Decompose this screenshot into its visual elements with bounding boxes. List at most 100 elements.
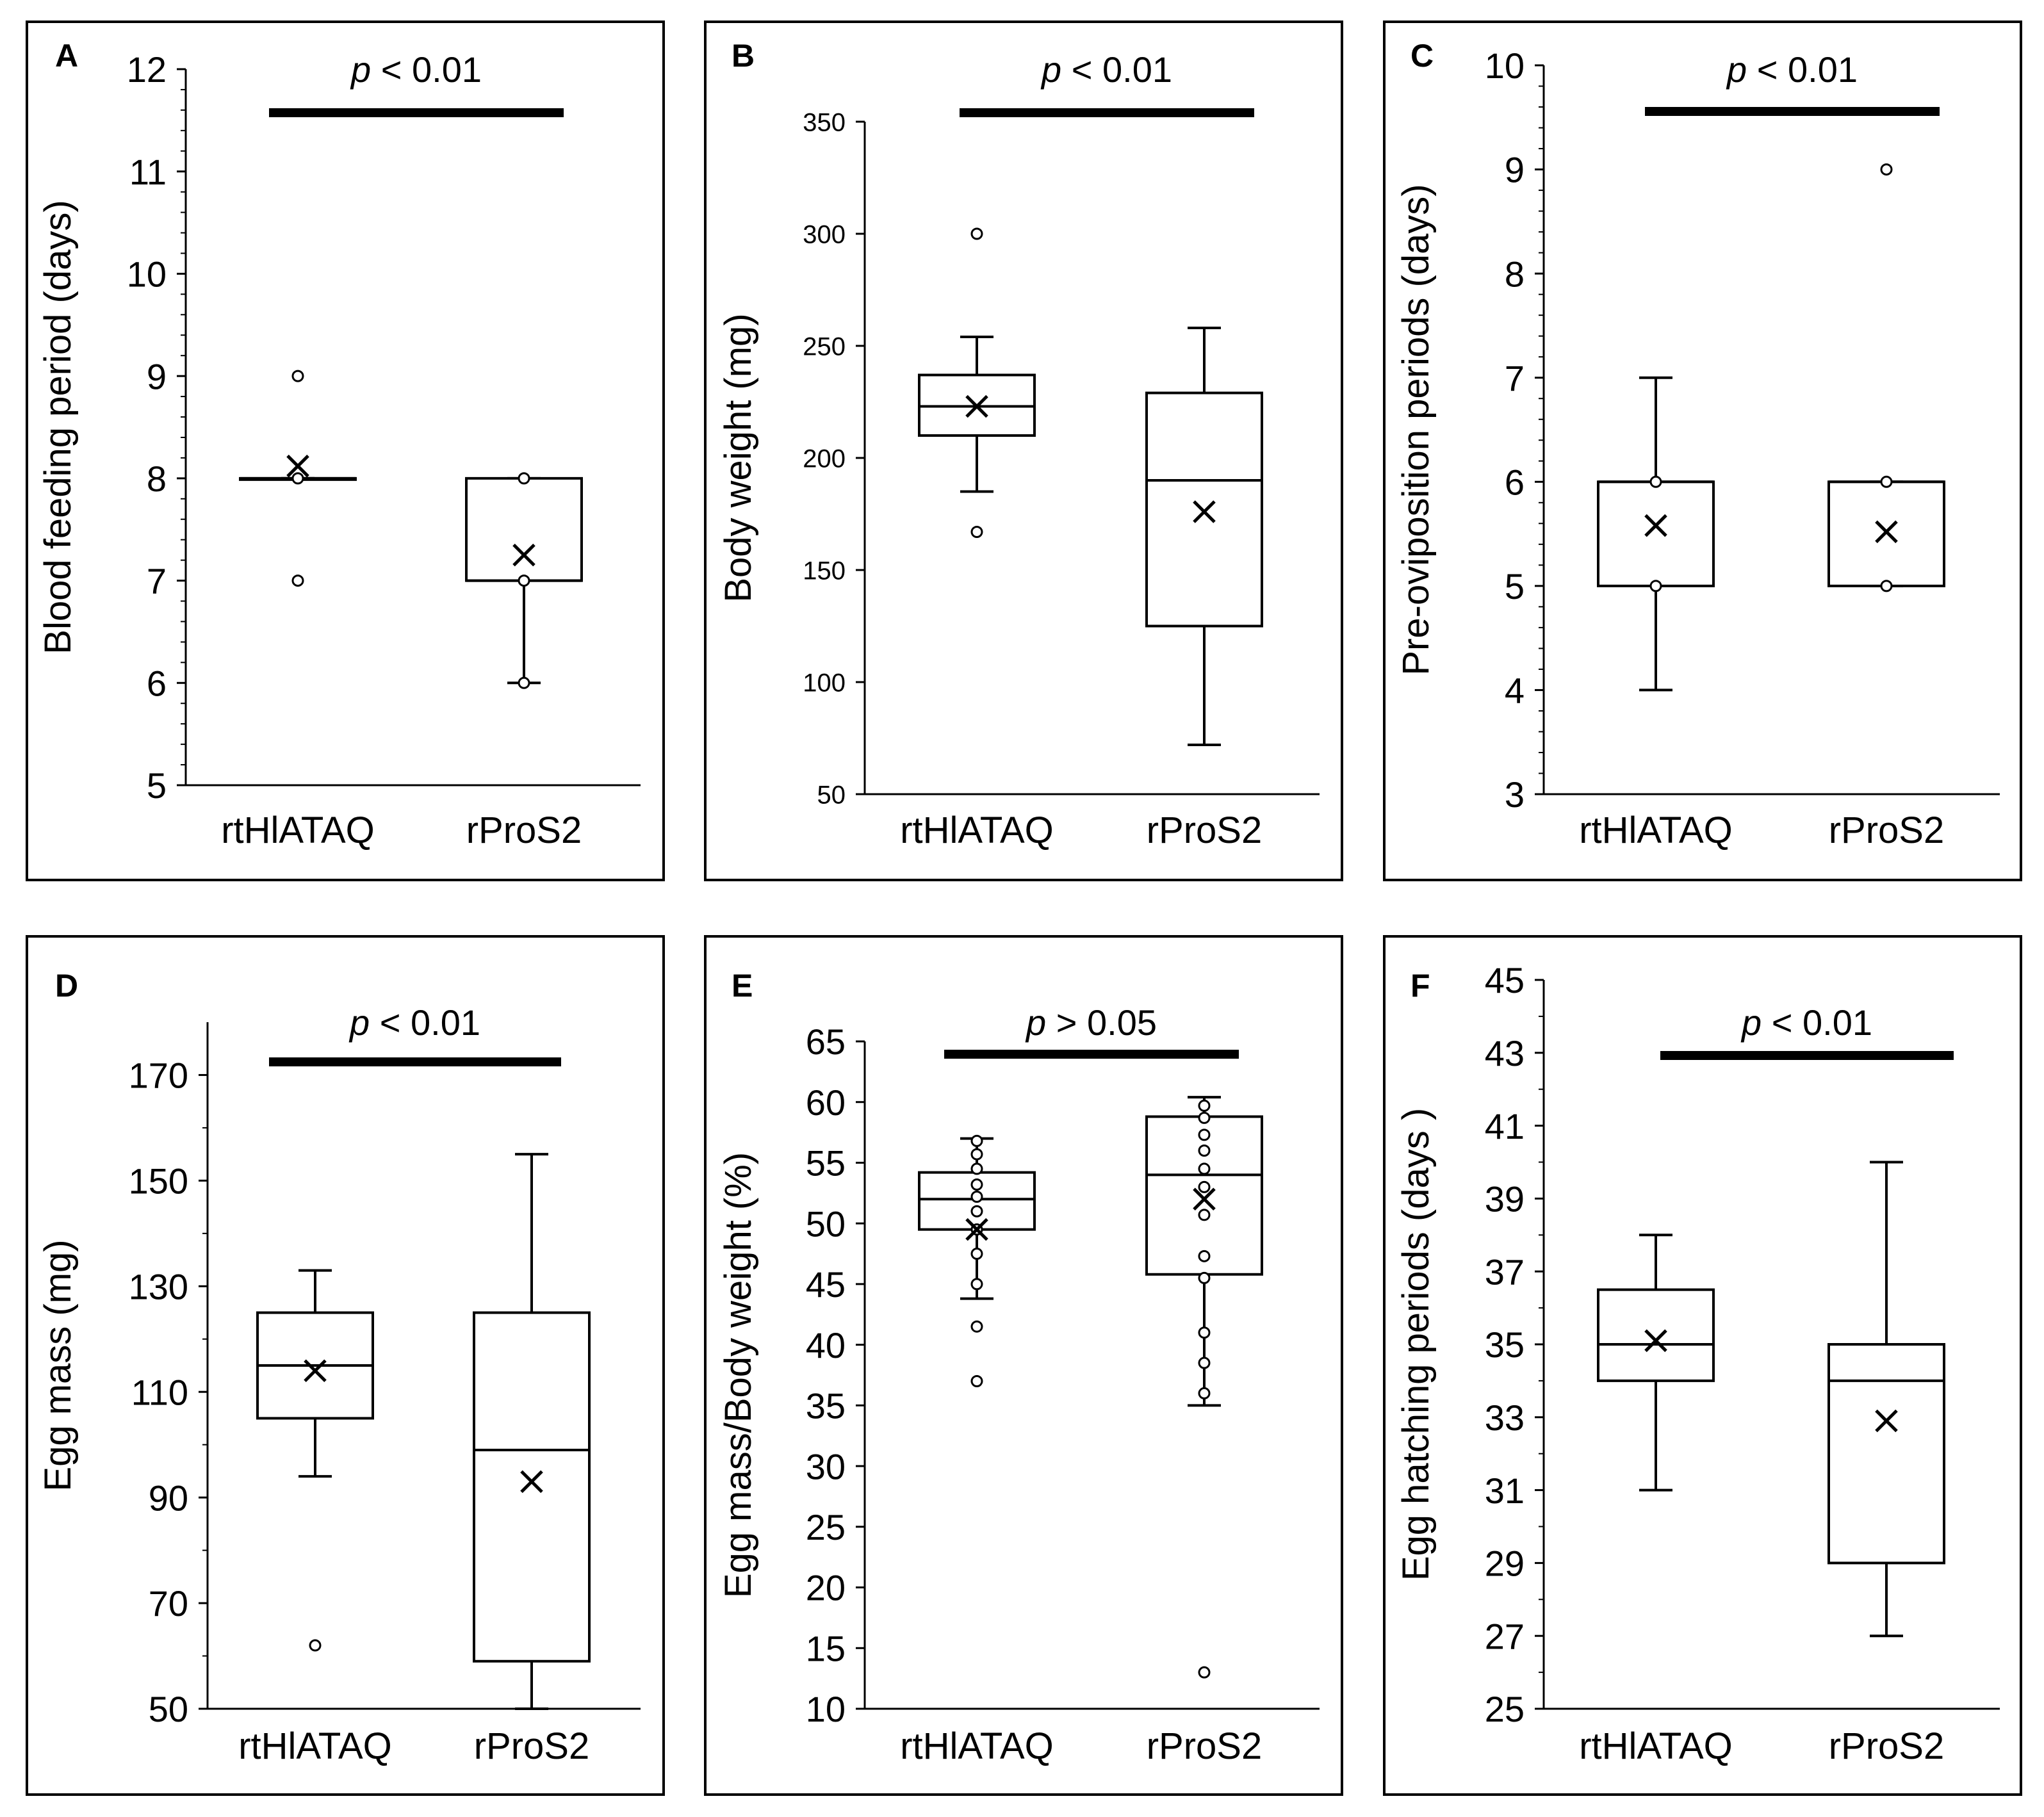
p-value: < 0.01 [1061, 49, 1172, 90]
x-category-label: rProS2 [1829, 810, 1945, 851]
p-symbol: p [1025, 1002, 1046, 1043]
data-point [970, 1205, 983, 1218]
y-tick-label: 50 [806, 1203, 846, 1244]
y-tick-label: 250 [803, 332, 846, 361]
y-tick-label: 45 [806, 1264, 846, 1305]
y-tick-label: 6 [1505, 462, 1525, 502]
data-point [1880, 580, 1893, 592]
y-axis-title: Egg hatching periods (days ) [1395, 1108, 1437, 1581]
mean-marker [965, 395, 988, 418]
y-tick-label: 29 [1485, 1544, 1525, 1584]
y-tick-label: 15 [806, 1628, 846, 1668]
data-point [1198, 1145, 1211, 1157]
data-point [970, 526, 983, 538]
data-point [1198, 1387, 1211, 1399]
chart-panel-d: 50 70 90 110 130 150 170 Egg mass (mg) rtHlATAQ r… [26, 935, 665, 1796]
y-tick-label: 20 [806, 1568, 846, 1608]
data-point [970, 1248, 983, 1260]
x-category-label: rtHlATAQ [900, 1725, 1054, 1767]
y-tick-label: 200 [803, 444, 846, 473]
mean-marker [1875, 520, 1898, 544]
x-category-label: rProS2 [1829, 1725, 1945, 1767]
y-tick-label: 7 [1505, 358, 1525, 398]
mean-marker-stroke [1193, 500, 1216, 523]
p-value: < 0.01 [370, 1002, 480, 1043]
mean-marker-stroke [1644, 1329, 1667, 1353]
y-tick-label: 5 [147, 765, 167, 806]
mean-marker [1193, 1187, 1216, 1211]
y-axis-title: Egg mass/Body weight (%) [717, 1152, 759, 1598]
box-plot-rthlataq [1597, 376, 1715, 692]
box-plot-rpros2 [1145, 327, 1263, 746]
y-tick-label: 10 [127, 254, 167, 295]
y-tick-label: 37 [1485, 1251, 1525, 1292]
p-symbol: p [350, 49, 371, 90]
y-tick-label: 9 [1505, 150, 1525, 190]
y-tick-label: 12 [127, 49, 167, 90]
x-category-label: rProS2 [466, 810, 582, 851]
y-tick-label: 43 [1485, 1033, 1525, 1073]
chart-panel-b: 50 100 150 200 250 300 350 Body weight (mg) rtHl… [704, 20, 1343, 881]
panel-letter: C [1410, 38, 1434, 74]
y-tick-label: 25 [1485, 1689, 1525, 1729]
y-tick-label: 30 [806, 1446, 846, 1487]
data-point [970, 1148, 983, 1161]
y-tick-label: 39 [1485, 1179, 1525, 1219]
iqr-box [465, 477, 583, 582]
y-axis-title: Pre-oviposition periods (days) [1395, 184, 1437, 675]
y-tick-label: 41 [1485, 1106, 1525, 1146]
data-point [970, 1374, 983, 1387]
x-category-label: rProS2 [1147, 810, 1263, 851]
box-plot-rthlataq [256, 1269, 374, 1652]
mean-marker-stroke [1875, 1409, 1898, 1433]
y-tick-label: 11 [129, 152, 167, 192]
data-point [518, 574, 530, 587]
box-plot-rpros2 [1827, 1161, 1945, 1638]
x-category-label: rtHlATAQ [1579, 810, 1733, 851]
box-plot-rthlataq [918, 227, 1036, 538]
box-plot-rpros2 [473, 1153, 591, 1710]
y-tick-label: 8 [1505, 254, 1525, 294]
mean-marker-stroke [520, 1470, 543, 1494]
y-tick-label: 100 [803, 669, 846, 697]
box-plot-rthlataq [239, 370, 357, 587]
iqr-box [1597, 480, 1715, 587]
mean-marker [520, 1470, 543, 1494]
data-point [1198, 1250, 1211, 1262]
data-point [291, 574, 304, 587]
data-point [1198, 1180, 1211, 1193]
y-tick-label: 170 [129, 1055, 188, 1096]
box-plot-rpros2 [465, 472, 583, 689]
data-point [1198, 1209, 1211, 1221]
box-plot-rthlataq [1597, 1234, 1715, 1492]
mean-marker-stroke [1644, 514, 1667, 537]
y-tick-label: 150 [803, 557, 846, 585]
y-tick-label: 50 [149, 1689, 188, 1729]
chart-panel-a: 5 6 7 8 9 10 11 12 Blood feeding period (days) rt… [26, 20, 665, 881]
y-tick-label: 35 [806, 1386, 846, 1426]
significance-label: p < 0.01 [1726, 49, 1858, 90]
significance-label: p < 0.01 [348, 1002, 480, 1043]
iqr-box [1597, 1288, 1715, 1382]
panel-letter: B [732, 38, 755, 74]
p-value: < 0.01 [1747, 49, 1858, 90]
data-point [1198, 1666, 1211, 1679]
mean-marker-stroke [1875, 520, 1898, 544]
y-tick-label: 7 [147, 561, 167, 601]
y-tick-label: 65 [806, 1022, 846, 1062]
data-point [970, 1278, 983, 1291]
data-point [1198, 1162, 1211, 1175]
y-tick-label: 10 [806, 1689, 846, 1729]
data-point [1198, 1128, 1211, 1141]
significance-label: p < 0.01 [1740, 1002, 1872, 1043]
y-tick-label: 25 [806, 1507, 846, 1547]
y-tick-label: 55 [806, 1143, 846, 1184]
panel-frame [704, 935, 1343, 1796]
data-point [970, 1134, 983, 1147]
significance-label: p < 0.01 [1040, 49, 1172, 90]
data-point [518, 472, 530, 485]
panel-letter: D [55, 968, 78, 1004]
data-point [1880, 163, 1893, 176]
box-plot-rpros2 [1145, 1096, 1263, 1679]
